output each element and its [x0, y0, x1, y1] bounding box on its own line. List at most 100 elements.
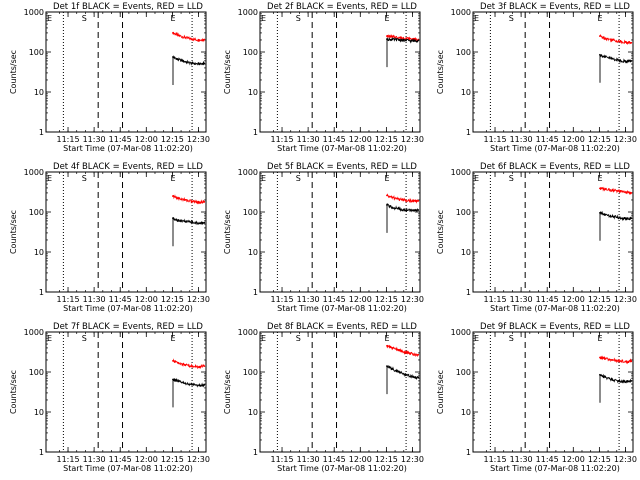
plot-title: Det 8f BLACK = Events, RED = LLD	[267, 322, 417, 332]
y-axis-label: Counts/sec	[223, 50, 232, 94]
series-trace-events	[172, 55, 205, 85]
marker-label: S	[82, 174, 87, 183]
data-point-lld	[604, 357, 607, 360]
data-point-events	[391, 206, 394, 209]
x-tick-label: 12:00	[135, 135, 158, 144]
series-trace-lld	[386, 193, 419, 204]
y-tick-label: 10	[461, 408, 471, 417]
data-point-events	[391, 38, 394, 41]
x-tick-label: 12:00	[135, 455, 158, 464]
data-point-events	[599, 373, 601, 376]
data-point-events	[604, 56, 607, 58]
data-point-events	[398, 39, 401, 41]
data-point-events	[391, 367, 394, 370]
x-tick-label: 11:15	[56, 135, 79, 144]
data-point-lld	[618, 359, 620, 362]
x-tick-label: 11:15	[483, 455, 506, 464]
x-tick-label: 12:30	[614, 295, 637, 304]
data-point-events	[203, 62, 206, 65]
data-point-events	[172, 56, 174, 58]
x-tick-label: 11:30	[297, 135, 320, 144]
data-point-lld	[184, 36, 187, 39]
y-tick-label: 10	[248, 248, 258, 257]
series-trace-lld	[386, 344, 419, 358]
x-tick-label: 12:00	[562, 295, 585, 304]
data-point-lld	[391, 35, 394, 38]
data-point-lld	[172, 32, 174, 34]
marker-label: E	[47, 174, 52, 183]
data-point-lld	[191, 38, 193, 41]
data-point-events	[625, 217, 627, 220]
x-tick-label: 11:45	[323, 295, 346, 304]
plot-title: Det 3f BLACK = Events, RED = LLD	[480, 2, 630, 12]
data-point-events	[604, 376, 607, 378]
x-tick-label: 12:00	[349, 135, 372, 144]
x-tick-label: 12:00	[349, 295, 372, 304]
plot-panel-2: Det 2f BLACK = Events, RED = LLD 1 10 100 10…	[223, 2, 424, 153]
marker-label: E	[47, 334, 52, 343]
data-point-events	[177, 380, 180, 383]
x-tick-label: 11:45	[109, 135, 132, 144]
x-tick-label: 12:30	[401, 455, 424, 464]
x-tick-label: 11:30	[83, 295, 106, 304]
y-tick-label: 10	[248, 88, 258, 97]
plot-panel-9: Det 9f BLACK = Events, RED = LLD 1 10 100 10…	[436, 322, 637, 473]
data-point-events	[184, 220, 187, 223]
data-point-events	[386, 365, 388, 368]
y-tick-label: 10	[34, 408, 44, 417]
x-tick-label: 12:00	[349, 455, 372, 464]
y-axis-label: Counts/sec	[9, 370, 18, 414]
series-trace-lld	[172, 31, 205, 43]
data-point-lld	[386, 35, 388, 37]
data-point-events	[191, 221, 193, 224]
x-tick-label: 12:00	[562, 455, 585, 464]
y-tick-label: 1	[39, 128, 44, 137]
x-tick-label: 12:00	[135, 295, 158, 304]
y-tick-label: 1	[253, 128, 258, 137]
data-point-events	[625, 60, 627, 63]
plot-frame	[45, 331, 207, 453]
x-tick-label: 12:30	[187, 135, 210, 144]
data-point-events	[604, 213, 607, 216]
marker-label: S	[82, 334, 87, 343]
data-point-lld	[412, 200, 414, 203]
x-tick-label: 12:15	[588, 295, 611, 304]
y-axis-label: Counts/sec	[436, 50, 445, 94]
data-point-events	[618, 216, 620, 219]
data-point-lld	[191, 365, 193, 368]
x-tick-label: 12:30	[614, 455, 637, 464]
y-tick-label: 100	[456, 368, 471, 377]
marker-label: E	[170, 334, 175, 343]
x-tick-label: 11:30	[83, 455, 106, 464]
marker-label: E	[261, 14, 266, 23]
x-tick-label: 12:15	[161, 455, 184, 464]
x-axis-label: Start Time (07-Mar-08 11:02:20)	[63, 464, 193, 473]
data-point-lld	[599, 187, 601, 190]
y-tick-label: 100	[29, 48, 44, 57]
y-tick-label: 1000	[451, 168, 471, 177]
marker-label: S	[509, 14, 514, 23]
data-point-lld	[618, 190, 620, 193]
x-tick-label: 12:30	[614, 135, 637, 144]
plot-frame	[472, 331, 634, 453]
data-point-events	[618, 59, 620, 62]
data-point-lld	[172, 195, 174, 197]
data-point-events	[405, 373, 407, 376]
marker-label: E	[597, 14, 602, 23]
x-tick-label: 12:15	[588, 135, 611, 144]
data-point-events	[630, 379, 633, 382]
x-tick-label: 11:15	[270, 135, 293, 144]
data-point-events	[417, 376, 420, 379]
marker-label: E	[170, 174, 175, 183]
data-point-events	[630, 217, 633, 220]
y-tick-label: 1000	[451, 328, 471, 337]
plot-panel-4: Det 4f BLACK = Events, RED = LLD 1 10 100 10…	[9, 162, 210, 313]
data-point-events	[203, 221, 206, 224]
data-point-lld	[630, 41, 633, 44]
y-tick-label: 1	[39, 448, 44, 457]
data-point-lld	[611, 359, 614, 361]
data-point-events	[599, 211, 601, 214]
x-tick-label: 12:15	[588, 455, 611, 464]
x-axis-label: Start Time (07-Mar-08 11:02:20)	[490, 144, 620, 153]
data-point-lld	[198, 39, 200, 41]
